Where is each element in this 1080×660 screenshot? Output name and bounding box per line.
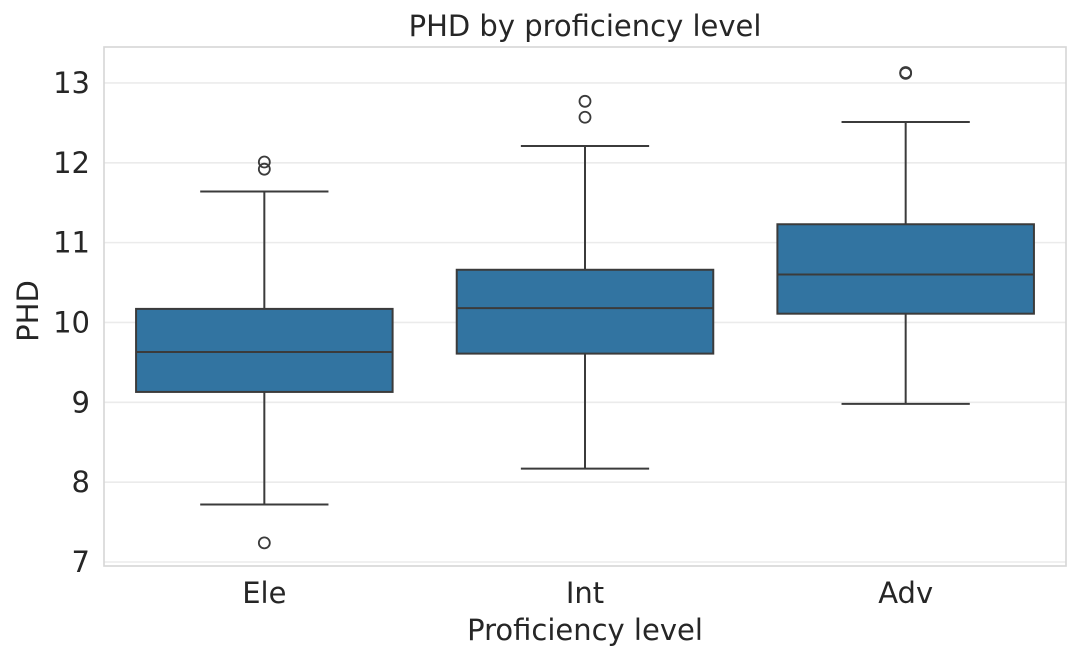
outlier-point: [899, 66, 913, 79]
boxes-layer: [135, 66, 1035, 550]
iqr-box: [455, 268, 715, 355]
y-tick-label: 8: [72, 465, 90, 499]
y-tick-labels: 7 8 9 10 11 12 13: [53, 66, 90, 579]
y-tick-label: 11: [53, 226, 90, 260]
x-tick-label: Int: [566, 576, 604, 610]
box-group: [776, 66, 1035, 405]
y-tick-label: 12: [53, 146, 90, 180]
y-axis-label: PHD: [11, 280, 45, 342]
outlier-point: [257, 162, 271, 176]
outlier-point: [578, 94, 592, 108]
x-tick-label: Ele: [242, 576, 286, 610]
y-tick-label: 7: [72, 545, 90, 579]
plot-frame: [103, 46, 1067, 567]
box-group: [455, 94, 715, 470]
x-tick-label: Adv: [878, 576, 933, 610]
y-tick-label: 9: [72, 385, 90, 419]
outlier-point: [257, 155, 271, 169]
x-tick-labels: Ele Int Adv: [242, 576, 933, 610]
iqr-box: [776, 223, 1035, 315]
box-group: [135, 155, 394, 550]
x-axis-label: Proficiency level: [467, 613, 703, 647]
chart-title: PHD by proficiency level: [409, 9, 762, 43]
iqr-box: [135, 307, 394, 393]
y-tick-label: 13: [53, 66, 90, 100]
outlier-point: [257, 536, 271, 550]
outlier-point: [578, 110, 592, 124]
y-tick-label: 10: [53, 305, 90, 339]
